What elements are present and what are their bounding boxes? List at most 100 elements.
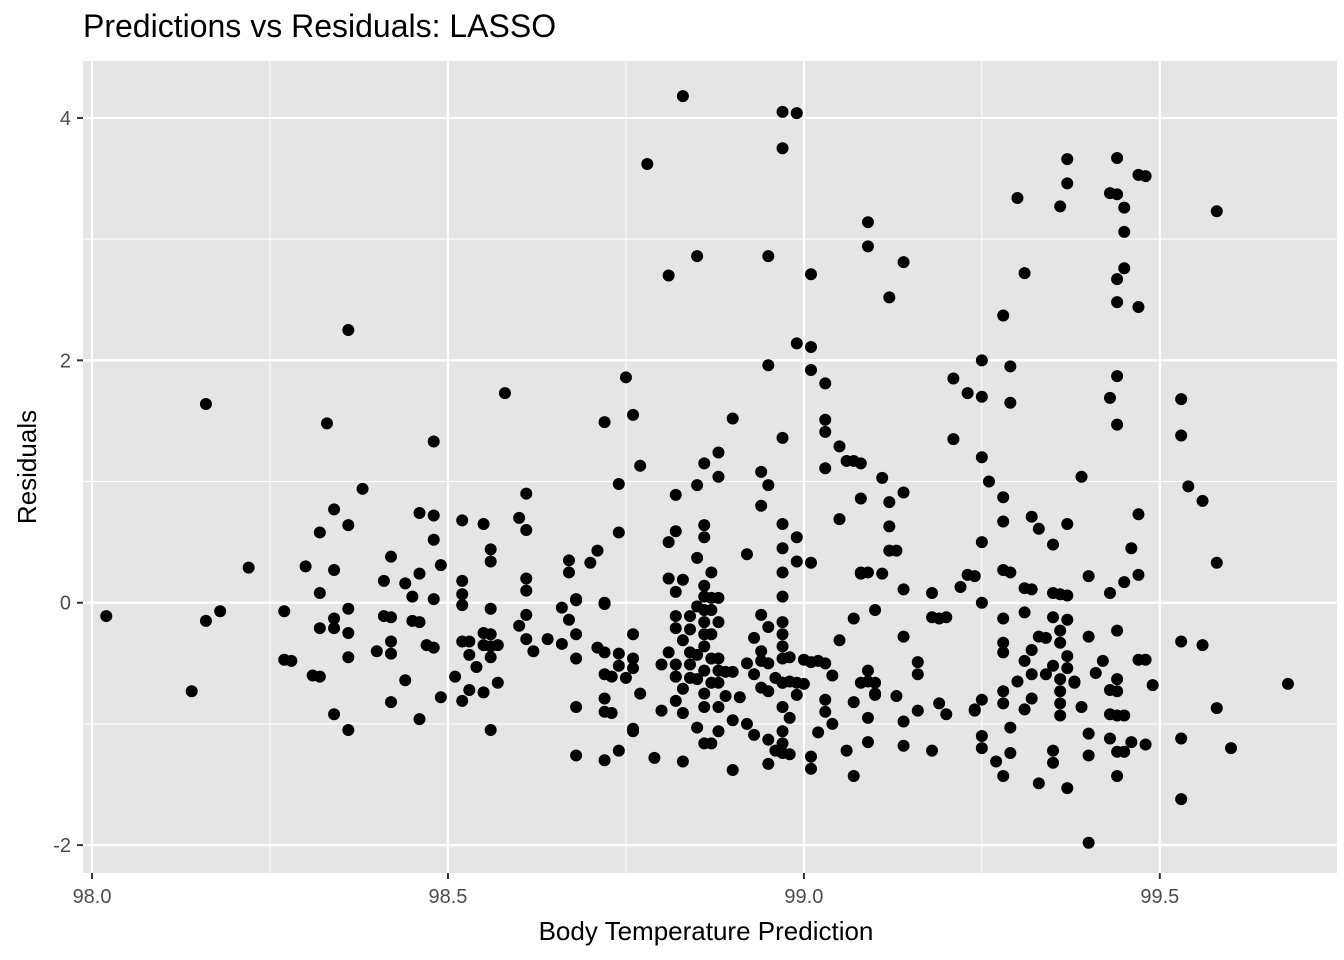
data-point [1047, 538, 1060, 551]
data-point [434, 691, 447, 704]
data-point [662, 269, 675, 282]
data-point [698, 519, 711, 532]
data-point [413, 567, 426, 580]
data-point [1068, 676, 1081, 689]
data-point [199, 614, 212, 627]
data-point [1075, 470, 1088, 483]
data-point [399, 577, 412, 590]
data-point [997, 491, 1010, 504]
data-point [484, 651, 497, 664]
data-point [691, 551, 704, 564]
data-point [726, 412, 739, 425]
data-point [698, 664, 711, 677]
data-point [869, 687, 882, 700]
data-point [1025, 510, 1038, 523]
data-point [1082, 570, 1095, 583]
data-point [819, 705, 832, 718]
data-point [612, 647, 625, 660]
data-point [683, 610, 696, 623]
data-point [705, 566, 718, 579]
data-point [833, 440, 846, 453]
data-point [698, 531, 711, 544]
data-point [698, 579, 711, 592]
data-point [484, 543, 497, 556]
data-point [342, 723, 355, 736]
data-point [740, 657, 753, 670]
data-point [520, 572, 533, 585]
data-point [1132, 301, 1145, 314]
data-point [805, 556, 818, 569]
data-point [1061, 153, 1074, 166]
data-point [669, 670, 682, 683]
data-point [726, 714, 739, 727]
data-point [854, 492, 867, 505]
x-tick-label: 99.5 [1140, 886, 1179, 908]
data-point [776, 142, 789, 155]
data-point [434, 559, 447, 572]
data-point [1196, 494, 1209, 507]
data-point [562, 566, 575, 579]
data-point [854, 457, 867, 470]
data-point [1039, 668, 1052, 681]
data-point [612, 526, 625, 539]
data-point [748, 728, 761, 741]
data-point [847, 770, 860, 783]
data-point [776, 628, 789, 641]
data-point [342, 627, 355, 640]
data-point [776, 517, 789, 530]
data-point [377, 574, 390, 587]
data-point [740, 548, 753, 561]
data-point [755, 608, 768, 621]
y-tick-label: 0 [60, 593, 71, 615]
data-point [819, 425, 832, 438]
data-point [370, 645, 383, 658]
data-point [413, 616, 426, 629]
data-point [940, 708, 953, 721]
data-point [683, 623, 696, 636]
data-point [1004, 566, 1017, 579]
data-point [619, 371, 632, 384]
data-point [968, 570, 981, 583]
x-tick-label: 98.5 [428, 886, 467, 908]
data-point [790, 531, 803, 544]
data-point [491, 676, 504, 689]
data-point [997, 646, 1010, 659]
data-point [669, 488, 682, 501]
data-point [484, 602, 497, 615]
data-point [698, 457, 711, 470]
data-point [541, 633, 554, 646]
data-point [911, 656, 924, 669]
data-point [776, 640, 789, 653]
data-point [570, 700, 583, 713]
data-point [484, 555, 497, 568]
data-point [783, 711, 796, 724]
data-point [1118, 225, 1131, 238]
data-point [762, 479, 775, 492]
data-point [819, 657, 832, 670]
y-axis-ticks: -2 0 2 4 [53, 108, 83, 857]
data-point [1025, 692, 1038, 705]
data-point [975, 730, 988, 743]
data-point [940, 611, 953, 624]
data-point [634, 687, 647, 700]
data-point [698, 687, 711, 700]
data-point [1061, 177, 1074, 190]
data-point [783, 748, 796, 761]
data-point [719, 690, 732, 703]
data-point [1182, 480, 1195, 493]
data-point [1139, 738, 1152, 751]
data-point [762, 685, 775, 698]
data-point [456, 599, 469, 612]
data-point [1118, 201, 1131, 214]
data-point [698, 616, 711, 629]
data-point [776, 737, 789, 750]
data-point [712, 616, 725, 629]
data-point [1096, 654, 1109, 667]
data-point [691, 673, 704, 686]
data-point [805, 268, 818, 281]
data-point [1004, 721, 1017, 734]
data-point [691, 479, 704, 492]
data-point [1175, 429, 1188, 442]
data-point [1047, 611, 1060, 624]
data-point [997, 697, 1010, 710]
